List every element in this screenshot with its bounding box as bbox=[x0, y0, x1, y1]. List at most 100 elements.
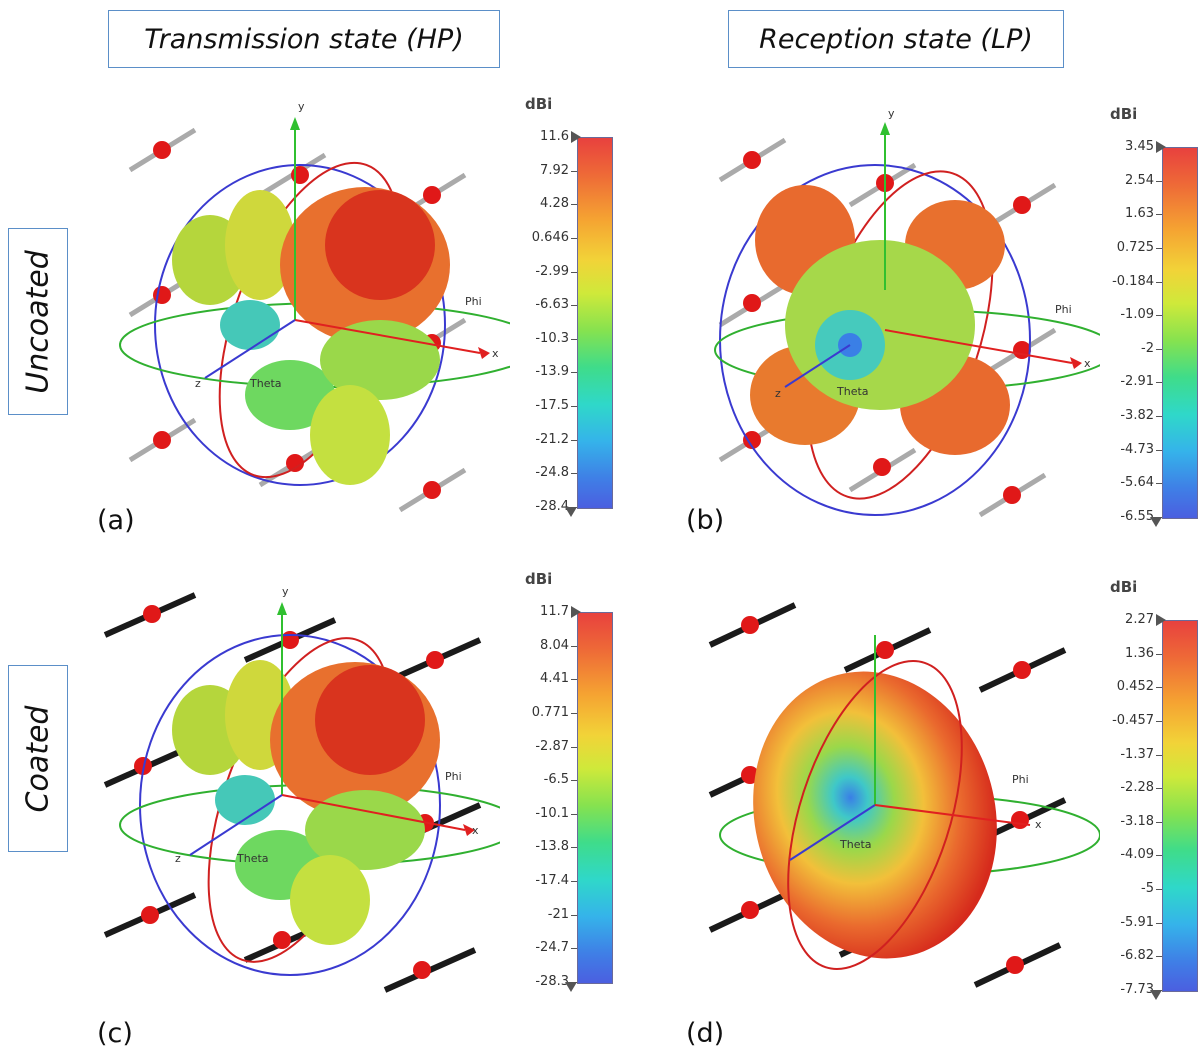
colorbar-tick bbox=[1156, 653, 1162, 655]
svg-text:Theta: Theta bbox=[839, 838, 872, 851]
colorbar-tick bbox=[571, 372, 577, 374]
colorbar-max-arrow-icon bbox=[571, 131, 581, 143]
colorbar-tick bbox=[571, 406, 577, 408]
colorbar-tick-label: -10.1 bbox=[535, 805, 569, 821]
svg-text:Theta: Theta bbox=[236, 852, 269, 865]
svg-text:Phi: Phi bbox=[1055, 303, 1072, 316]
z-axis-label: z bbox=[195, 377, 201, 390]
colorbar-max-arrow-icon bbox=[571, 606, 581, 618]
colorbar-tick bbox=[571, 679, 577, 681]
colorbar-gradient bbox=[577, 137, 613, 509]
svg-text:z: z bbox=[775, 387, 781, 400]
colorbar-tick bbox=[1156, 348, 1162, 350]
colorbar-tick bbox=[571, 271, 577, 273]
colorbar-tick bbox=[1156, 788, 1162, 790]
colorbar-tick-label: -5.64 bbox=[1120, 475, 1154, 491]
colorbar-tick-label: -21 bbox=[547, 906, 569, 922]
colorbar-gradient bbox=[1162, 147, 1198, 519]
colorbar-tick-label: -2.99 bbox=[535, 263, 569, 279]
svg-text:x: x bbox=[472, 824, 479, 837]
colorbar-tick-label: -13.9 bbox=[535, 364, 569, 380]
colorbar-max-arrow-icon bbox=[1156, 614, 1166, 626]
colorbar-tick-label: -2.28 bbox=[1120, 780, 1154, 796]
colorbar-tick-label: -6.5 bbox=[543, 772, 569, 788]
svg-text:Phi: Phi bbox=[1012, 773, 1029, 786]
colorbar-tick bbox=[571, 645, 577, 647]
colorbar-tick-label: -3.82 bbox=[1120, 408, 1154, 424]
colorbar-tick bbox=[1156, 687, 1162, 689]
colorbar-tick-label: -28.3 bbox=[535, 974, 569, 989]
colorbar-tick bbox=[1156, 382, 1162, 384]
lobe-donut bbox=[753, 671, 997, 959]
radiation-pattern-c: y x z Theta Phi bbox=[100, 580, 500, 1010]
header-reception: Reception state (LP) bbox=[728, 10, 1064, 68]
colorbar-tick-label: -4.73 bbox=[1120, 441, 1154, 457]
colorbar-tick bbox=[1156, 956, 1162, 958]
colorbar-tick-label: -21.2 bbox=[535, 431, 569, 447]
colorbar-tick-label: 7.92 bbox=[540, 162, 569, 178]
phi-label: Phi bbox=[465, 295, 482, 308]
colorbar-tick-label: -5 bbox=[1141, 881, 1154, 897]
colorbar-unit: dBi bbox=[525, 95, 553, 113]
colorbar-tick bbox=[571, 204, 577, 206]
colorbar-tick-label: -24.8 bbox=[535, 465, 569, 481]
colorbar-tick-label: 4.28 bbox=[540, 196, 569, 212]
x-axis-label: x bbox=[492, 347, 499, 360]
colorbar-tick-label: 0.646 bbox=[531, 229, 569, 245]
panel-label-b: (b) bbox=[686, 505, 725, 536]
colorbar-tick bbox=[1156, 247, 1162, 249]
colorbar-gradient bbox=[1162, 620, 1198, 992]
colorbar-tick bbox=[1156, 821, 1162, 823]
colorbar-min-arrow-icon bbox=[1150, 517, 1162, 527]
colorbar-tick-label: 11.6 bbox=[540, 129, 569, 144]
colorbar-tick-label: 4.41 bbox=[540, 671, 569, 687]
header-transmission: Transmission state (HP) bbox=[108, 10, 500, 68]
colorbar-tick bbox=[571, 305, 577, 307]
colorbar-tick bbox=[571, 746, 577, 748]
colorbar-tick bbox=[1156, 449, 1162, 451]
colorbar-tick bbox=[571, 847, 577, 849]
colorbar-tick bbox=[1156, 889, 1162, 891]
colorbar-c: dBi 11.7 8.04 4.41 0.771 -2.87 -6.5 -10.1 -13.8 -… bbox=[505, 570, 615, 1000]
colorbar-tick-label: -6.63 bbox=[535, 297, 569, 313]
colorbar-tick bbox=[571, 439, 577, 441]
colorbar-tick bbox=[571, 914, 577, 916]
colorbar-tick bbox=[1156, 214, 1162, 216]
colorbar-tick-label: -10.3 bbox=[535, 330, 569, 346]
colorbar-tick bbox=[1156, 483, 1162, 485]
colorbar-b: dBi 3.45 2.54 1.63 0.725 -0.184 -1.09 -2 -2.91 -3… bbox=[1090, 105, 1200, 535]
colorbar-tick bbox=[571, 881, 577, 883]
colorbar-tick bbox=[1156, 180, 1162, 182]
colorbar-tick-label: 1.36 bbox=[1125, 645, 1154, 661]
lobes bbox=[172, 660, 440, 945]
colorbar-unit: dBi bbox=[1110, 105, 1138, 123]
colorbar-tick-label: -1.37 bbox=[1120, 746, 1154, 762]
colorbar-gradient bbox=[577, 612, 613, 984]
colorbar-tick-label: -6.55 bbox=[1120, 509, 1154, 524]
colorbar-tick bbox=[571, 813, 577, 815]
colorbar-tick-label: 2.54 bbox=[1125, 172, 1154, 188]
colorbar-unit: dBi bbox=[1110, 578, 1138, 596]
colorbar-tick-label: -17.4 bbox=[535, 873, 569, 889]
colorbar-tick bbox=[1156, 416, 1162, 418]
radiation-pattern-b: y x z Theta Phi bbox=[700, 105, 1100, 525]
theta-label: Theta bbox=[249, 377, 282, 390]
colorbar-max-arrow-icon bbox=[1156, 141, 1166, 153]
row-header-uncoated: Uncoated bbox=[8, 228, 68, 415]
colorbar-tick-label: -17.5 bbox=[535, 398, 569, 414]
colorbar-tick bbox=[571, 237, 577, 239]
radiation-pattern-a: y x z Theta Phi bbox=[110, 95, 510, 515]
colorbar-tick bbox=[1156, 281, 1162, 283]
colorbar-tick bbox=[1156, 720, 1162, 722]
colorbar-tick bbox=[1156, 754, 1162, 756]
colorbar-tick-label: -6.82 bbox=[1120, 948, 1154, 964]
colorbar-tick-label: -2.91 bbox=[1120, 374, 1154, 390]
colorbar-tick-label: -2.87 bbox=[535, 738, 569, 754]
svg-text:y: y bbox=[888, 107, 895, 120]
svg-text:x: x bbox=[1084, 357, 1091, 370]
colorbar-tick-label: 2.27 bbox=[1125, 612, 1154, 627]
colorbar-min-arrow-icon bbox=[1150, 990, 1162, 1000]
colorbar-tick-label: -13.8 bbox=[535, 839, 569, 855]
colorbar-tick bbox=[571, 170, 577, 172]
colorbar-tick bbox=[571, 473, 577, 475]
